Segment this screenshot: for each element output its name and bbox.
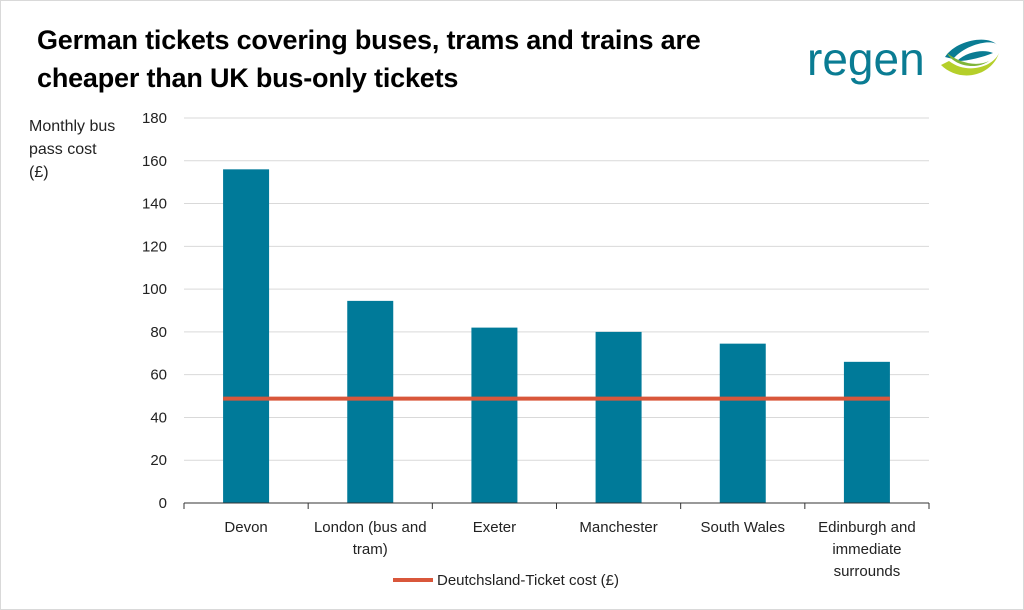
bar <box>347 300 394 503</box>
legend-label: Deutchsland-Ticket cost (£) <box>437 572 619 589</box>
y-tick-label: 0 <box>159 495 167 512</box>
y-tick-label: 140 <box>142 196 167 213</box>
regen-logo: regen <box>807 33 999 85</box>
y-tick-label: 180 <box>142 110 167 127</box>
logo-text: regen <box>807 33 925 85</box>
y-tick-label: 60 <box>150 367 167 384</box>
y-tick-label: 120 <box>142 238 167 255</box>
y-axis-label-line: (£) <box>29 164 49 181</box>
bar <box>223 169 270 504</box>
y-axis-label-line: Monthly bus <box>29 118 116 135</box>
x-tick-label: Devon <box>224 519 267 536</box>
x-tick-label: Exeter <box>473 519 516 536</box>
bar <box>719 343 766 503</box>
x-tick-label: South Wales <box>701 519 786 536</box>
y-tick-label: 20 <box>150 452 167 469</box>
y-tick-label: 100 <box>142 281 167 298</box>
title-line-1: German tickets covering buses, trams and… <box>37 25 701 55</box>
y-axis-label: Monthly bus pass cost (£) <box>29 115 139 184</box>
y-tick-label: 40 <box>150 409 167 426</box>
chart-title: German tickets covering buses, trams and… <box>37 21 777 97</box>
y-tick-label: 160 <box>142 153 167 170</box>
y-tick-label: 80 <box>150 324 167 341</box>
bar <box>843 361 890 503</box>
x-tick-label: Edinburgh and immediate surrounds <box>818 519 916 580</box>
bar <box>471 327 518 503</box>
x-tick-label: London (bus and tram) <box>314 519 427 558</box>
title-line-2: cheaper than UK bus-only tickets <box>37 63 459 93</box>
logo-mark-icon <box>941 39 999 76</box>
y-axis-label-line: pass cost <box>29 141 97 158</box>
bar <box>595 331 642 503</box>
x-tick-label: Manchester <box>579 519 657 536</box>
